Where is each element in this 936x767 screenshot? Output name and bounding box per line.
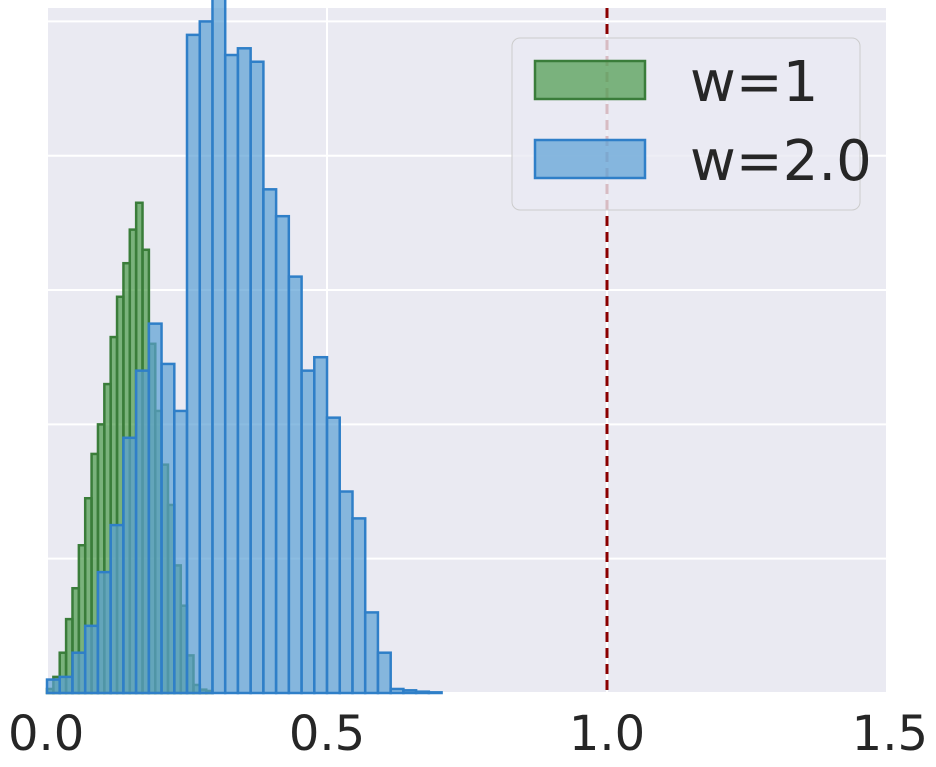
bar-s1-23 xyxy=(338,490,354,695)
x-tick-label-0: 0.0 xyxy=(8,706,84,762)
bar-s1-20 xyxy=(300,369,316,695)
x-tick-label-3: 1.5 xyxy=(852,706,928,762)
bar-s1-5 xyxy=(109,523,125,695)
bar-s1-24 xyxy=(351,517,367,695)
bar-s1-9 xyxy=(160,362,176,695)
bar-s1-22 xyxy=(325,416,341,695)
bar-s1-0 xyxy=(45,678,61,695)
x-axis-ticks: 0.0 0.5 1.0 1.5 xyxy=(8,706,928,762)
bar-s1-27 xyxy=(389,687,405,695)
legend-swatch-w1 xyxy=(533,59,647,101)
bar-s1-11 xyxy=(185,33,201,695)
legend-label-w1: w=1 xyxy=(690,50,818,115)
series-w2-bars xyxy=(45,0,443,695)
bar-s1-10 xyxy=(173,409,189,695)
bar-s1-16 xyxy=(249,60,265,695)
legend: w=1 w=2.0 xyxy=(511,37,872,211)
bar-s1-19 xyxy=(287,275,303,695)
bar-s1-15 xyxy=(236,47,252,695)
bar-s1-18 xyxy=(274,214,291,695)
bar-s1-28 xyxy=(402,689,418,695)
bar-s1-7 xyxy=(134,369,151,695)
legend-label-w2: w=2.0 xyxy=(690,129,872,194)
bar-s1-17 xyxy=(262,188,278,695)
bar-s1-1 xyxy=(58,675,74,695)
bar-s1-21 xyxy=(313,355,329,695)
bar-s1-12 xyxy=(198,20,214,695)
bar-s1-26 xyxy=(376,651,392,695)
bar-s1-25 xyxy=(363,611,380,695)
legend-swatch-w2 xyxy=(533,138,647,180)
bar-s1-3 xyxy=(83,624,100,695)
x-tick-label-2: 1.0 xyxy=(569,706,645,762)
bar-s1-30 xyxy=(427,691,443,695)
bar-s1-8 xyxy=(147,322,163,695)
bar-s1-13 xyxy=(211,0,227,695)
bar-s1-6 xyxy=(122,436,138,695)
bar-s1-4 xyxy=(96,570,112,695)
bar-s1-2 xyxy=(71,651,87,695)
bar-s1-29 xyxy=(414,690,431,695)
bar-s1-14 xyxy=(223,53,240,695)
x-tick-label-1: 0.5 xyxy=(289,706,365,762)
